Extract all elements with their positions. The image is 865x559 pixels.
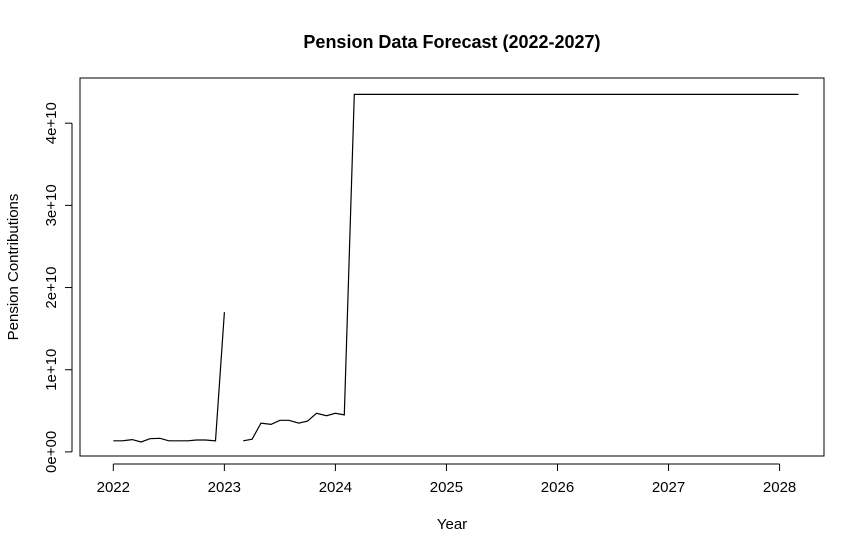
x-axis: 2022 2023 2024 2025 2026 2027 2028 — [97, 463, 796, 496]
series-line — [243, 93, 799, 442]
y-tick-label: 4e+10 — [43, 102, 60, 144]
x-tick-label: 2025 — [430, 479, 463, 496]
x-tick-label: 2026 — [541, 479, 574, 496]
y-tick-label: 0e+00 — [43, 431, 60, 473]
x-tick-label: 2024 — [319, 479, 352, 496]
x-axis-label: Year — [437, 516, 467, 533]
chart-title: Pension Data Forecast (2022-2027) — [303, 32, 600, 52]
y-tick-label: 2e+10 — [43, 266, 60, 308]
series-line — [113, 312, 225, 443]
x-tick-label: 2023 — [208, 479, 241, 496]
x-tick-label: 2028 — [763, 479, 796, 496]
plot-frame — [79, 77, 825, 457]
series-group — [113, 93, 799, 443]
y-axis-label: Pension Contributions — [5, 194, 22, 341]
x-tick-label: 2022 — [97, 479, 130, 496]
x-tick-label: 2027 — [652, 479, 685, 496]
y-axis: 0e+00 1e+10 2e+10 3e+10 4e+10 — [43, 102, 73, 473]
y-tick-label: 3e+10 — [43, 184, 60, 226]
y-tick-label: 1e+10 — [43, 349, 60, 391]
